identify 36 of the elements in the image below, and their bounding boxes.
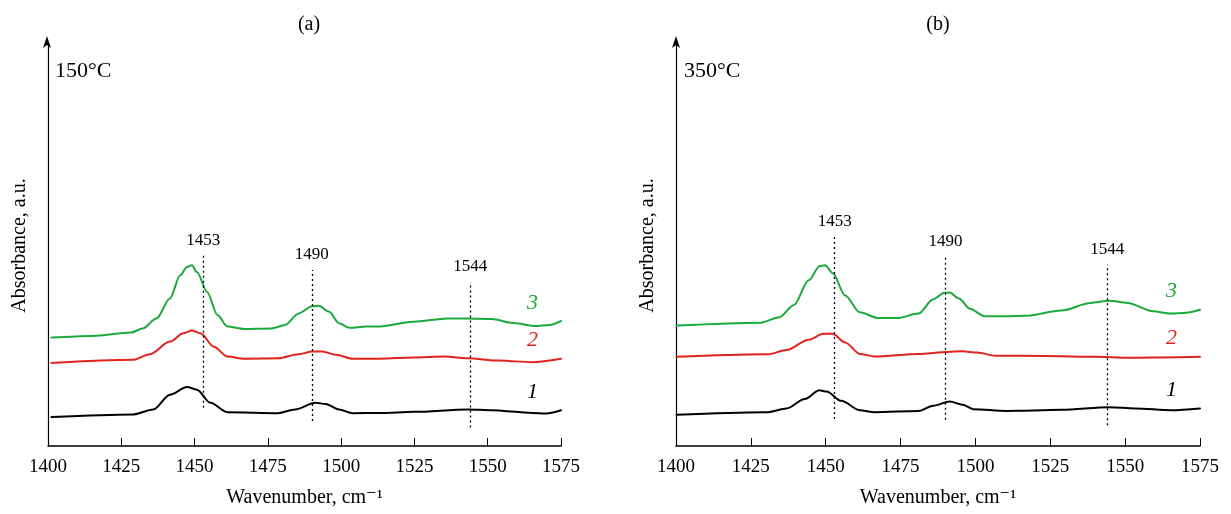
chart-title: (a) (297, 12, 321, 35)
x-tick-label: 1575 (1181, 455, 1219, 476)
x-tick-label: 1425 (102, 455, 141, 476)
ref-line-label: 1453 (186, 229, 221, 249)
x-tick-label: 1475 (881, 455, 920, 476)
ref-line-label: 1544 (1090, 238, 1125, 258)
x-tick-label: 1425 (731, 455, 770, 476)
ref-line-label: 1490 (928, 230, 963, 250)
text: 350°C (684, 56, 741, 82)
x-tick-label: 1450 (175, 455, 214, 476)
x-tick-label: 1525 (395, 455, 434, 476)
ref-line-label: 1544 (453, 256, 488, 276)
chart-title: (b) (926, 12, 950, 35)
x-axis-title: Wavenumber, cm⁻¹ (226, 485, 383, 507)
series-label: 2 (1166, 324, 1177, 350)
y-axis-title: Absorbance, a.u. (7, 178, 29, 313)
series-label: 3 (526, 288, 538, 314)
x-tick-label: 1550 (468, 455, 507, 476)
series-label: 1 (1166, 375, 1177, 401)
y-axis-title: Absorbance, a.u. (635, 178, 657, 313)
x-tick-label: 1450 (806, 455, 845, 476)
x-tick-label: 1475 (248, 455, 287, 476)
text: 150°C (55, 56, 112, 82)
x-tick-label: 1550 (1106, 455, 1145, 476)
series-label: 2 (527, 326, 538, 352)
ref-line-label: 1490 (294, 244, 329, 264)
x-tick-label: 1500 (956, 455, 995, 476)
series-label: 3 (1165, 277, 1177, 303)
x-tick-label: 1500 (322, 455, 361, 476)
x-axis-title: Wavenumber, cm⁻¹ (859, 485, 1017, 507)
series-label: 1 (527, 377, 538, 403)
x-tick-label: 1575 (542, 455, 580, 476)
x-tick-label: 1400 (657, 455, 695, 476)
x-tick-label: 1400 (29, 455, 67, 476)
x-tick-label: 1525 (1031, 455, 1070, 476)
ref-line-label: 1453 (817, 210, 852, 230)
